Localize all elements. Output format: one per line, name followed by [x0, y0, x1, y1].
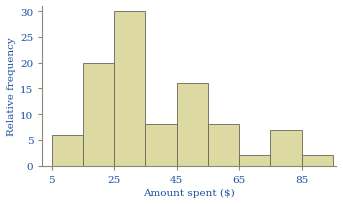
Bar	[177, 84, 208, 166]
Bar	[302, 156, 333, 166]
X-axis label: Amount spent ($): Amount spent ($)	[143, 188, 235, 197]
Bar	[52, 135, 83, 166]
Bar	[114, 12, 145, 166]
Bar	[208, 125, 239, 166]
Bar	[270, 130, 302, 166]
Bar	[83, 63, 114, 166]
Bar	[239, 156, 270, 166]
Bar	[145, 125, 177, 166]
Y-axis label: Relative frequency: Relative frequency	[7, 37, 16, 135]
